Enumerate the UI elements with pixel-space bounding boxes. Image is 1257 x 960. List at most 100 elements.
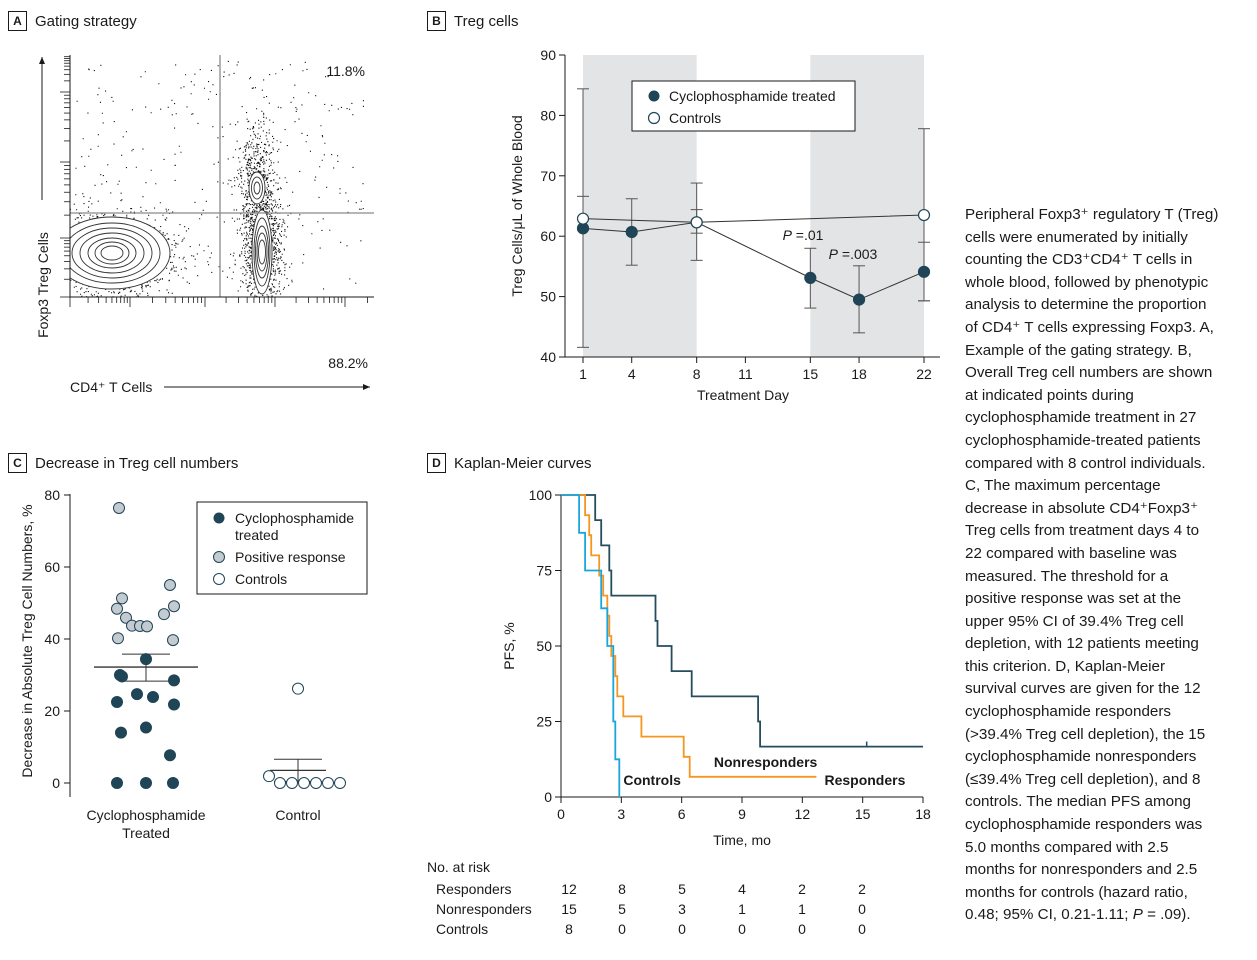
panel-a-x-label: CD4⁺ T Cells [70, 379, 152, 395]
caption-line: this criterion. D, Kaplan-Meier [965, 657, 1166, 675]
control-point [292, 682, 304, 695]
panel-c-header: C Decrease in Treg cell numbers [8, 453, 238, 473]
panel-d-letter: D [427, 453, 446, 473]
panel-a-title: Gating strategy [35, 12, 137, 30]
risk-cell: 4 [738, 881, 746, 897]
treated-point [131, 688, 143, 701]
risk-cell: 2 [798, 881, 806, 897]
panel-b-p-values: P =.01P =.003 [783, 227, 878, 262]
panel-b-legend: Cyclophosphamide treated Controls [631, 80, 856, 132]
risk-cell: 5 [618, 901, 626, 917]
caption-line: whole blood, followed by phenotypic [965, 273, 1209, 291]
y-tick-label: 60 [540, 228, 556, 244]
control-point [286, 777, 298, 789]
panel-d-y-label: PFS, % [501, 622, 517, 669]
risk-cell: 1 [738, 901, 746, 917]
contour-ring [70, 216, 171, 290]
treated-point [917, 265, 931, 278]
risk-cell: 5 [678, 881, 686, 897]
positive-response-point [112, 632, 124, 645]
caption-line: months for controls (hazard ratio, [965, 883, 1188, 901]
x-tick-label: 9 [738, 806, 746, 822]
risk-cell: 8 [618, 881, 626, 897]
contour-ring [256, 232, 268, 272]
panel-c-legend: Cyclophosphamide treated Positive respon… [196, 501, 368, 595]
risk-row-label: Nonresponders [436, 901, 532, 917]
contour-ring [253, 217, 271, 287]
treated-point [111, 696, 123, 708]
risk-cell: 0 [858, 901, 866, 917]
flow-cytometry-contours [70, 171, 273, 295]
control-point [334, 777, 346, 789]
caption-line: of CD4⁺ T cells expressing Foxp3. A, [965, 318, 1214, 336]
panel-b-x-label: Treatment Day [697, 387, 789, 403]
responders-curve-label: Responders [824, 772, 905, 788]
panel-a-letter: A [8, 11, 27, 31]
p-value-label: P =.003 [829, 246, 878, 262]
y-tick-label: 60 [44, 559, 60, 575]
contour-ring [251, 176, 263, 200]
caption-text: = .09). [1142, 906, 1191, 924]
control-point [322, 777, 334, 789]
panel-c-letter: C [8, 453, 27, 473]
x-tick-label: 22 [916, 366, 932, 382]
contour-ring [94, 241, 130, 265]
treated-point [164, 749, 176, 762]
y-tick-label: 80 [44, 487, 60, 503]
x-tick-label: 1 [579, 366, 587, 382]
caption-line: cyclophosphamide responders was [965, 816, 1203, 834]
caption-line: depletion, with 12 patients meeting [965, 635, 1199, 653]
y-tick-label: 0 [544, 789, 552, 805]
risk-cell: 1 [798, 901, 806, 917]
quadrant-lower-right-pct: 88.2% [328, 355, 368, 371]
caption-line: cyclophosphamide treatment in 27 [965, 409, 1197, 427]
panel-c-legend-box [196, 501, 368, 595]
contour-ring [258, 239, 266, 265]
contour-ring [87, 237, 137, 269]
panel-d-chart: 0 25 50 75 100 0 3 6 9 12 15 18 Controls Nonrespond… [501, 487, 931, 848]
contour-ring [70, 222, 161, 284]
positive-response-point [141, 620, 153, 633]
contour-ring [255, 225, 269, 279]
quadrant-upper-right-pct: 11.8% [326, 63, 365, 79]
caption-line-last: 0.48; 95% CI, 0.21-1.11; P = .09). [965, 904, 1253, 927]
figure-caption: Peripheral Foxp3⁺ regulatory T (Treg) ce… [965, 204, 1253, 927]
caption-line: counting the CD3⁺CD4⁺ T cells in [965, 251, 1193, 269]
panel-d-y-ticks: 0 25 50 75 100 [529, 487, 561, 805]
panel-b-legend-box [631, 80, 856, 132]
caption-line: months for nonresponders and 2.5 [965, 861, 1198, 879]
legend-c-treated-marker [213, 512, 225, 524]
caption-line: Treg cells from treatment days 4 to [965, 522, 1200, 540]
y-tick-label: 20 [44, 703, 60, 719]
nonresponders-curve-label: Nonresponders [714, 754, 818, 770]
risk-cell: 8 [565, 921, 573, 937]
panel-a-header: A Gating strategy [8, 11, 137, 31]
contour-ring [100, 245, 124, 261]
positive-response-point [168, 600, 180, 613]
x-tick-label: 6 [678, 806, 686, 822]
treated-point [140, 653, 152, 666]
risk-cell: 0 [678, 921, 686, 937]
controls-curve-label: Controls [623, 772, 681, 788]
positive-response-point [116, 592, 128, 605]
caption-line: cyclophosphamide nonresponders [965, 748, 1197, 766]
caption-line: compared with 8 control individuals. [965, 454, 1206, 472]
risk-row-label: Controls [436, 921, 489, 937]
positive-response-point [111, 602, 123, 615]
panel-b-y-ticks: 40 50 60 70 80 90 [540, 47, 565, 365]
p-value: =.003 [838, 246, 878, 262]
treated-point [168, 674, 180, 687]
y-tick-label: 50 [536, 638, 552, 654]
risk-cell: 2 [858, 881, 866, 897]
caption-text: 0.48; 95% CI, 0.21-1.11; [965, 906, 1133, 924]
caption-line: Overall Treg cell numbers are shown [965, 364, 1213, 382]
category-label: Treated [122, 825, 170, 841]
y-tick-label: 100 [529, 487, 553, 503]
treated-point [625, 225, 638, 239]
y-tick-label: 0 [52, 775, 60, 791]
panel-b-x-ticks: 1 4 8 11 15 18 22 [579, 357, 932, 382]
caption-line: 22 compared with baseline was [965, 544, 1177, 562]
x-tick-label: 3 [617, 806, 625, 822]
